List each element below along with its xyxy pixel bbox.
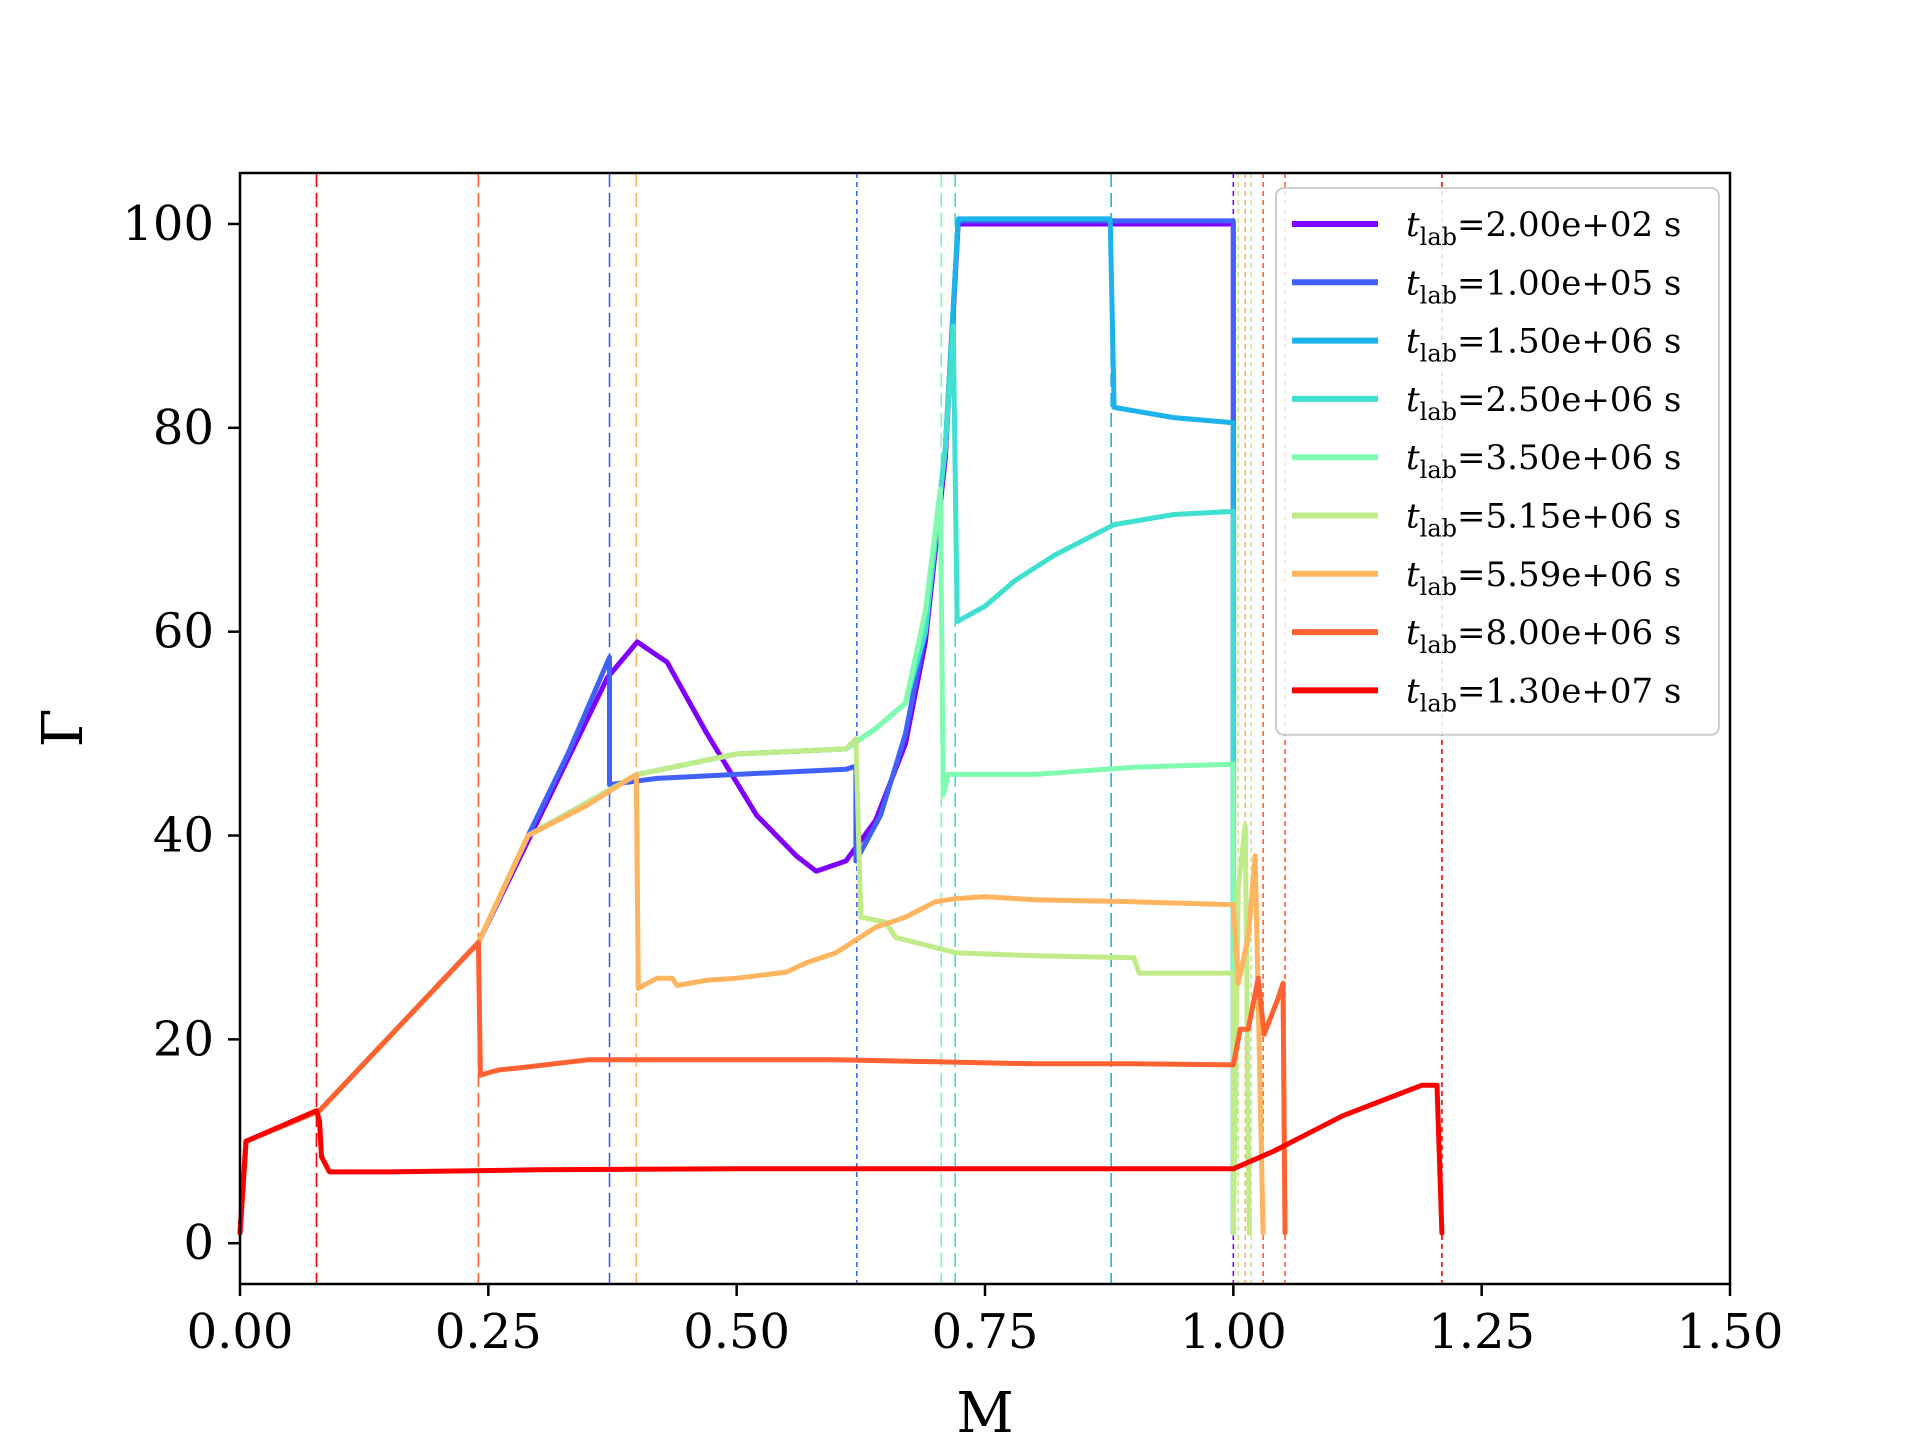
series-line-2 xyxy=(237,216,1236,1236)
legend-label-3: tlab=2.50e+06 s xyxy=(1406,380,1681,426)
x-tick-label-6: 1.50 xyxy=(1677,1304,1784,1360)
x-tick-label-4: 1.00 xyxy=(1180,1304,1287,1360)
legend-label-1: tlab=1.00e+05 s xyxy=(1406,263,1681,309)
legend: tlab=2.00e+02 s tlab=1.00e+05 s tlab=1.50e… xyxy=(1275,187,1720,736)
series-line-0 xyxy=(237,221,1236,1236)
y-tick-label-2: 40 xyxy=(153,808,214,864)
x-axis-label: M xyxy=(956,1381,1013,1440)
series-lines xyxy=(237,216,1445,1236)
series-line-1 xyxy=(237,218,1236,1236)
series-line-7 xyxy=(237,940,1288,1236)
legend-label-7: tlab=8.00e+06 s xyxy=(1406,613,1681,659)
x-tick-label-3: 0.75 xyxy=(932,1304,1039,1360)
y-tick-label-0: 0 xyxy=(183,1215,214,1271)
series-line-5 xyxy=(237,736,1252,1236)
x-tick-label-5: 1.25 xyxy=(1428,1304,1535,1360)
y-tick-label-5: 100 xyxy=(122,196,214,252)
y-axis-label: Γ xyxy=(31,709,96,748)
legend-label-8: tlab=1.30e+07 s xyxy=(1406,671,1681,717)
y-tick-label-3: 60 xyxy=(153,604,214,660)
x-tick-label-0: 0.00 xyxy=(187,1304,294,1360)
legend-label-4: tlab=3.50e+06 s xyxy=(1406,438,1681,484)
legend-label-6: tlab=5.59e+06 s xyxy=(1406,555,1681,601)
series-line-6 xyxy=(237,771,1266,1236)
legend-label-2: tlab=1.50e+06 s xyxy=(1406,322,1681,368)
legend-box xyxy=(1275,187,1720,736)
y-tick-label-4: 80 xyxy=(153,400,214,456)
x-tick-label-2: 0.50 xyxy=(683,1304,790,1360)
series-line-4 xyxy=(237,486,1236,1236)
y-axis-ticks: 0 20 40 60 80 100 xyxy=(122,196,240,1271)
y-tick-label-1: 20 xyxy=(153,1011,214,1067)
x-axis-ticks: 0.00 0.25 0.50 0.75 1.00 1.25 1.50 xyxy=(187,1284,1784,1360)
legend-label-5: tlab=5.15e+06 s xyxy=(1406,497,1681,543)
legend-label-0: tlab=2.00e+02 s xyxy=(1406,205,1681,251)
x-tick-label-1: 0.25 xyxy=(435,1304,542,1360)
series-line-8 xyxy=(237,1082,1445,1236)
